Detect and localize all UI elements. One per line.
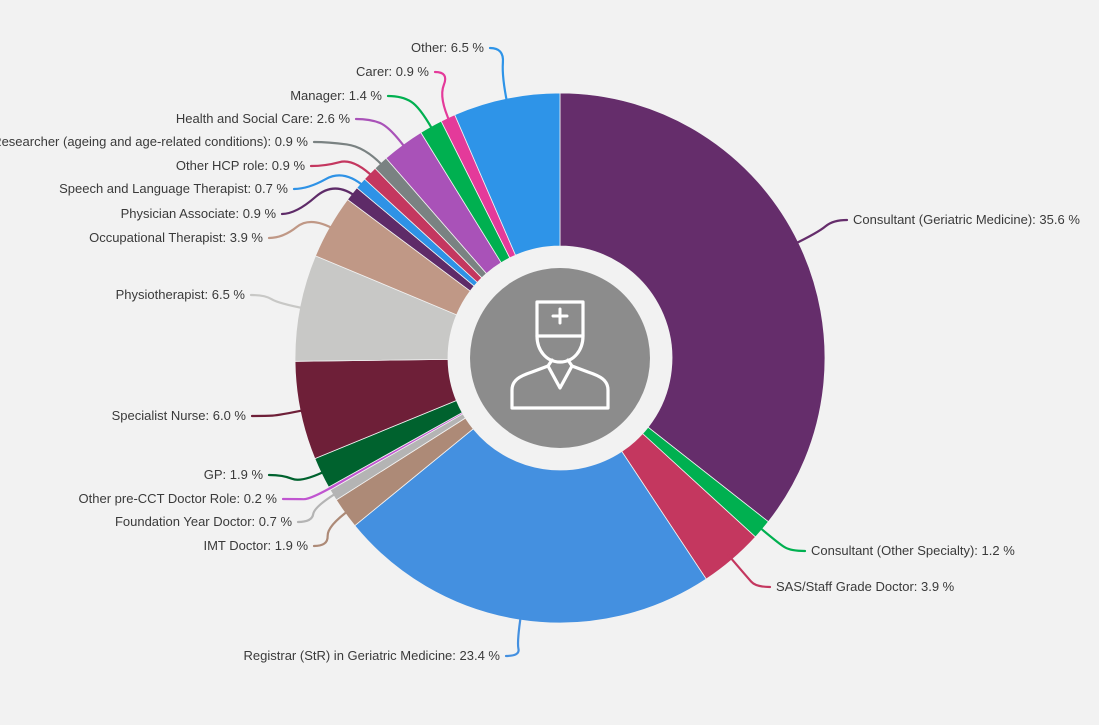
leader-line (250, 408, 308, 418)
data-labels: Consultant (Geriatric Medicine): 35.6 % C… (0, 40, 1080, 663)
leader-line (433, 70, 452, 125)
slice-registrar-str-in-geriatric-medicine[interactable] (354, 428, 707, 624)
data-label: Researcher (ageing and age-related condi… (0, 134, 308, 149)
leader-line (280, 187, 358, 216)
data-label: Other pre-CCT Doctor Role: 0.2 % (79, 491, 278, 506)
data-label: Consultant (Geriatric Medicine): 35.6 % (853, 212, 1080, 227)
leader-line (312, 140, 386, 169)
leader-line (267, 220, 337, 240)
doctor-icon (510, 300, 610, 410)
leader-line (296, 490, 340, 524)
data-label: Manager: 1.4 % (290, 88, 382, 103)
slice-other[interactable] (454, 92, 561, 256)
data-label: Occupational Therapist: 3.9 % (89, 230, 263, 245)
data-label: Consultant (Other Specialty): 1.2 % (811, 543, 1015, 558)
data-label: Specialist Nurse: 6.0 % (112, 408, 247, 423)
data-label: Foundation Year Doctor: 0.7 % (115, 514, 293, 529)
data-label: Speech and Language Therapist: 0.7 % (59, 181, 288, 196)
leader-line (386, 94, 435, 133)
data-label: Health and Social Care: 2.6 % (176, 111, 351, 126)
leader-line (309, 160, 376, 179)
data-label: Other: 6.5 % (411, 40, 484, 55)
data-label: Carer: 0.9 % (356, 64, 429, 79)
data-label: SAS/Staff Grade Doctor: 3.9 % (776, 579, 955, 594)
data-label: Physician Associate: 0.9 % (121, 206, 277, 221)
leader-line (504, 612, 523, 658)
leader-lines (249, 46, 849, 658)
data-label: Registrar (StR) in Geriatric Medicine: 2… (244, 648, 501, 663)
leader-line (281, 484, 336, 501)
leader-line (791, 218, 849, 246)
data-label: GP: 1.9 % (204, 467, 264, 482)
leader-line (312, 508, 352, 548)
leader-line (727, 553, 772, 589)
data-label: Other HCP role: 0.9 % (176, 158, 306, 173)
slices (294, 92, 826, 624)
leader-line (249, 293, 307, 310)
data-label: IMT Doctor: 1.9 % (203, 538, 308, 553)
leader-line (267, 469, 328, 481)
center-circle (470, 268, 650, 448)
leader-line (756, 524, 807, 553)
leader-line (292, 174, 367, 191)
leader-line (488, 46, 509, 106)
leader-line (354, 117, 408, 151)
data-label: Physiotherapist: 6.5 % (116, 287, 246, 302)
slice-consultant-geriatric-medicine[interactable] (559, 92, 826, 523)
